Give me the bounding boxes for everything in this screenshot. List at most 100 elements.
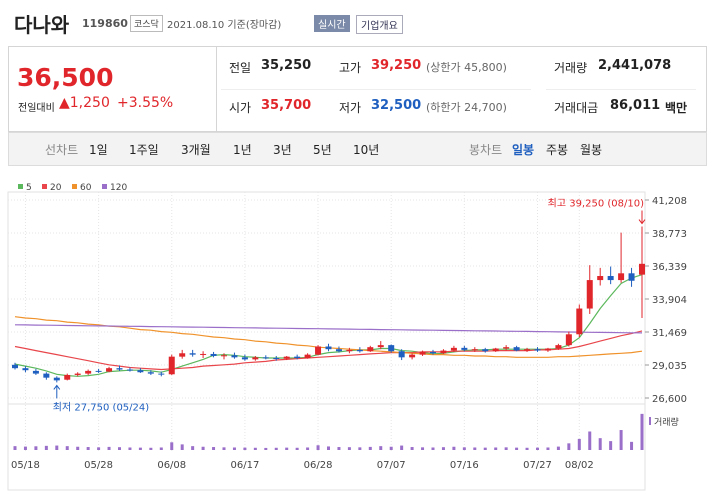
volume-bar: [483, 447, 487, 450]
quote-label: 고가: [339, 61, 362, 75]
x-tick-label: 06/28: [304, 460, 333, 471]
volume-bar: [421, 447, 425, 450]
candle-body: [597, 276, 604, 281]
tab[interactable]: 월봉: [580, 143, 603, 157]
high-annotation: 최고 39,250 (08/10): [548, 198, 644, 210]
volume-bar: [264, 447, 268, 450]
quote-value: 32,500: [371, 98, 422, 113]
tab[interactable]: 3년: [273, 143, 292, 157]
candle-body: [126, 369, 133, 371]
realtime-button[interactable]: 실시간: [314, 15, 350, 32]
volume-bar: [97, 447, 101, 450]
volume-bar: [44, 445, 48, 450]
volume-bar: [536, 447, 539, 450]
tab[interactable]: 1일: [89, 143, 108, 157]
volume-bar: [379, 446, 383, 450]
volume-bar: [452, 446, 456, 450]
volume-bar: [253, 447, 257, 450]
candle-body: [398, 351, 405, 358]
volume-bar: [306, 447, 310, 450]
candle-body: [524, 349, 531, 351]
tab[interactable]: 1주일: [129, 143, 159, 157]
moving-average-line: [14, 324, 643, 334]
volume-bar: [86, 447, 90, 450]
candle-body: [388, 345, 395, 352]
volume-bar: [494, 447, 498, 450]
candle-body: [74, 373, 81, 375]
candle-body: [22, 368, 29, 371]
volume-bar: [598, 438, 602, 450]
x-tick-label: 07/07: [377, 460, 406, 471]
candle-body: [231, 355, 238, 358]
y-tick-label: 38,773: [652, 229, 687, 240]
legend-swatch: [18, 184, 23, 189]
volume-bar: [473, 447, 477, 450]
volume-bar: [619, 430, 623, 450]
tab[interactable]: 1년: [233, 143, 252, 157]
volume-bar: [274, 447, 278, 450]
candle-body: [147, 372, 154, 374]
high-arrow-head: [638, 219, 646, 225]
candle-body: [544, 348, 551, 351]
change: ▲1,250: [59, 95, 110, 111]
candle-body: [315, 346, 322, 355]
volume-bar: [368, 446, 372, 450]
quote-value: 39,250: [371, 58, 422, 73]
change-label: 전일대비: [18, 103, 55, 114]
candle-body: [618, 273, 625, 281]
tab[interactable]: 5년: [313, 143, 332, 157]
candle-body: [346, 349, 353, 352]
volume-bar: [462, 447, 466, 450]
volume-bar: [55, 445, 59, 450]
candle-body: [106, 368, 113, 372]
y-tick-label: 26,600: [652, 394, 687, 405]
candle-body: [85, 370, 92, 374]
candle-body: [189, 353, 196, 355]
candle-body: [262, 357, 269, 359]
volume-bar: [222, 447, 226, 450]
candle-body: [273, 358, 280, 360]
market-badge: 코스닥: [130, 15, 163, 32]
tab-group-label: 봉차트: [469, 143, 503, 157]
candle-body: [200, 353, 207, 355]
y-tick-label: 33,904: [652, 295, 687, 306]
plot-frame: [7, 191, 646, 491]
tab[interactable]: 주봉: [546, 143, 569, 157]
candle-body: [586, 280, 593, 309]
quote-value: 86,011: [610, 98, 661, 113]
date: 2021.08.10 기준(장마감): [167, 20, 282, 31]
candle-body: [252, 357, 259, 360]
candle-body: [607, 276, 614, 281]
low-arrow-head: [53, 384, 61, 390]
volume-bar: [441, 447, 445, 450]
quote-value: 2,441,078: [598, 58, 672, 73]
volume-legend-swatch: [649, 417, 651, 425]
candle-body: [294, 356, 301, 359]
candle-body: [168, 356, 175, 375]
candle-body: [565, 334, 572, 346]
volume-bar: [525, 447, 529, 450]
price: 36,500: [17, 63, 114, 92]
company-dropdown[interactable]: 기업개요: [356, 15, 403, 34]
candle-body: [116, 368, 123, 370]
candle-body: [95, 370, 102, 372]
volume-bar: [546, 447, 550, 450]
legend-label: 5: [26, 183, 32, 193]
row-divider: [331, 89, 531, 90]
tab[interactable]: 3개월: [181, 143, 211, 157]
candle-body: [471, 349, 478, 351]
candle-body: [409, 354, 416, 358]
candle-body: [639, 263, 645, 275]
candle-body: [534, 349, 541, 351]
tab[interactable]: 10년: [353, 143, 380, 157]
volume-bar: [107, 446, 111, 450]
volume-bar: [149, 447, 153, 450]
candle-body: [356, 349, 363, 352]
x-tick-label: 05/28: [84, 460, 113, 471]
tab[interactable]: 일봉: [512, 143, 535, 157]
quote-unit: 백만: [665, 101, 688, 115]
candle-body: [158, 373, 165, 375]
price-panel: [9, 47, 217, 131]
stock-code: 119860: [82, 17, 128, 30]
